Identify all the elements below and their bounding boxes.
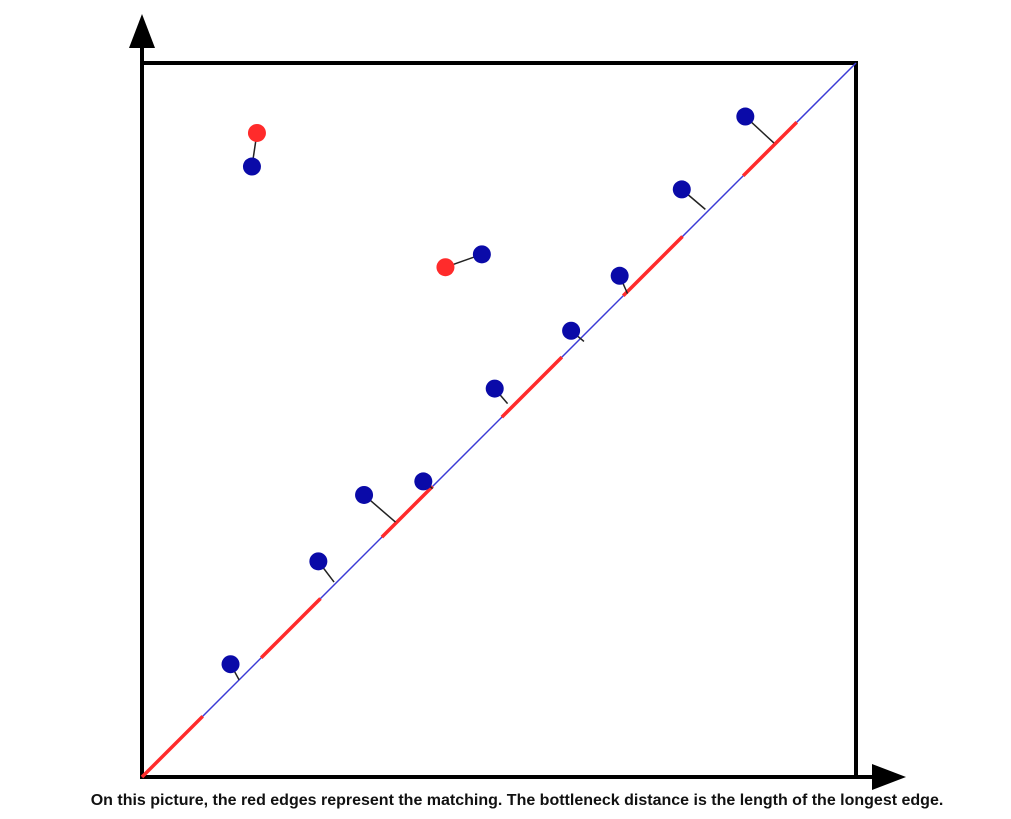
blue-point-4: [414, 472, 433, 491]
red-point-2: [436, 258, 455, 277]
blue-point-2: [309, 552, 328, 571]
matched-segment-6: [741, 121, 798, 178]
persistence-diagram: [129, 14, 906, 790]
blue-point-8: [672, 180, 691, 199]
matched-segment-4: [500, 355, 564, 419]
matched-segment-5: [621, 235, 684, 298]
matched-segment-1: [140, 715, 204, 779]
diagonal-line: [141, 62, 857, 778]
blue-point-7: [610, 266, 629, 285]
matched-segment-2: [260, 597, 322, 659]
figure-caption: On this picture, the red edges represent…: [90, 792, 944, 809]
matched-diagonal-segments: [140, 121, 798, 779]
blue-point-11: [472, 245, 491, 264]
diagram-frame: [140, 61, 858, 779]
x-axis-arrowhead: [872, 764, 906, 790]
blue-point-9: [736, 107, 755, 126]
diagram-points: [221, 107, 755, 674]
matching-edges: [229, 115, 775, 681]
matched-segment-3: [380, 485, 434, 539]
blue-point-6: [562, 321, 581, 340]
blue-point-1: [221, 655, 240, 674]
blue-point-10: [242, 157, 261, 176]
y-axis-arrowhead: [129, 14, 155, 48]
blue-point-5: [485, 379, 504, 398]
red-point-1: [247, 123, 266, 142]
blue-point-3: [355, 485, 374, 504]
